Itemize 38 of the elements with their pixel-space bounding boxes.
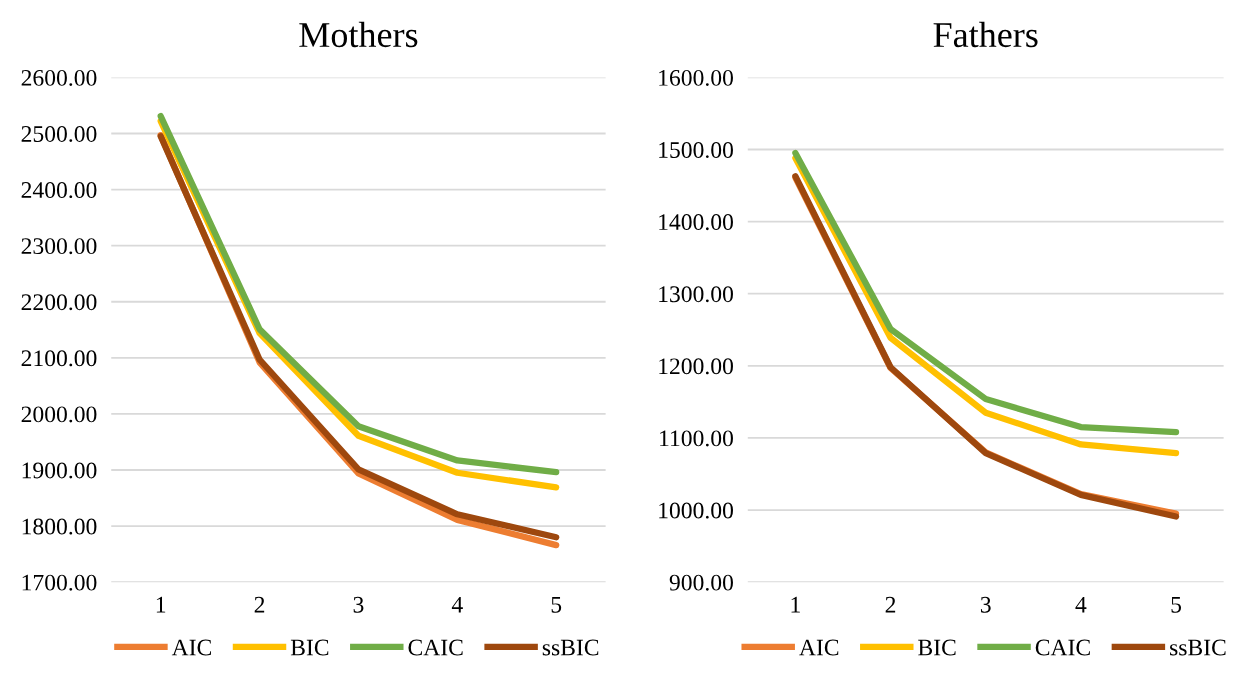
y-tick-label: 2600.00 bbox=[21, 69, 97, 86]
y-tick-label: 1500.00 bbox=[659, 141, 733, 159]
y-tick-label: 1800.00 bbox=[22, 518, 97, 535]
y-tick-label: 1900.00 bbox=[22, 462, 97, 479]
legend-label: BIC bbox=[918, 639, 956, 656]
x-tick-label: 5 bbox=[551, 596, 562, 613]
y-tick-label: 1200.00 bbox=[659, 358, 733, 375]
x-tick-label: 4 bbox=[451, 596, 463, 613]
chart-title: Fathers bbox=[933, 21, 1038, 48]
y-tick-label: 2200.00 bbox=[21, 294, 97, 311]
legend-label: AIC bbox=[171, 639, 211, 656]
legend-label: ssBIC bbox=[542, 639, 599, 656]
x-tick-label: 3 bbox=[353, 596, 364, 613]
y-tick-label: 2100.00 bbox=[21, 350, 97, 367]
legend-label: BIC bbox=[290, 639, 329, 656]
x-tick-label: 5 bbox=[1171, 596, 1182, 613]
legend-label: CAIC bbox=[1035, 639, 1090, 656]
x-tick-label: 1 bbox=[156, 596, 166, 613]
x-tick-label: 2 bbox=[885, 596, 896, 613]
y-tick-label: 2000.00 bbox=[21, 406, 97, 423]
x-tick-label: 2 bbox=[254, 596, 265, 613]
x-tick-label: 4 bbox=[1075, 596, 1087, 613]
y-tick-label: 1700.00 bbox=[22, 574, 97, 591]
y-tick-label: 1000.00 bbox=[659, 502, 733, 519]
y-tick-label: 2400.00 bbox=[21, 182, 97, 199]
x-tick-label: 1 bbox=[791, 596, 800, 613]
y-tick-label: 1400.00 bbox=[659, 214, 733, 231]
y-tick-label: 1600.00 bbox=[659, 69, 733, 86]
legend-label: CAIC bbox=[408, 639, 463, 656]
legend-label: AIC bbox=[799, 639, 839, 656]
y-tick-label: 1100.00 bbox=[660, 430, 733, 447]
legend-label: ssBIC bbox=[1170, 639, 1226, 656]
y-tick-label: 1300.00 bbox=[659, 286, 733, 303]
y-tick-label: 2300.00 bbox=[21, 238, 97, 255]
chart-title: Mothers bbox=[299, 21, 418, 48]
y-tick-label: 2500.00 bbox=[21, 125, 97, 143]
x-tick-label: 3 bbox=[980, 596, 991, 613]
y-tick-label: 900.00 bbox=[669, 574, 733, 591]
